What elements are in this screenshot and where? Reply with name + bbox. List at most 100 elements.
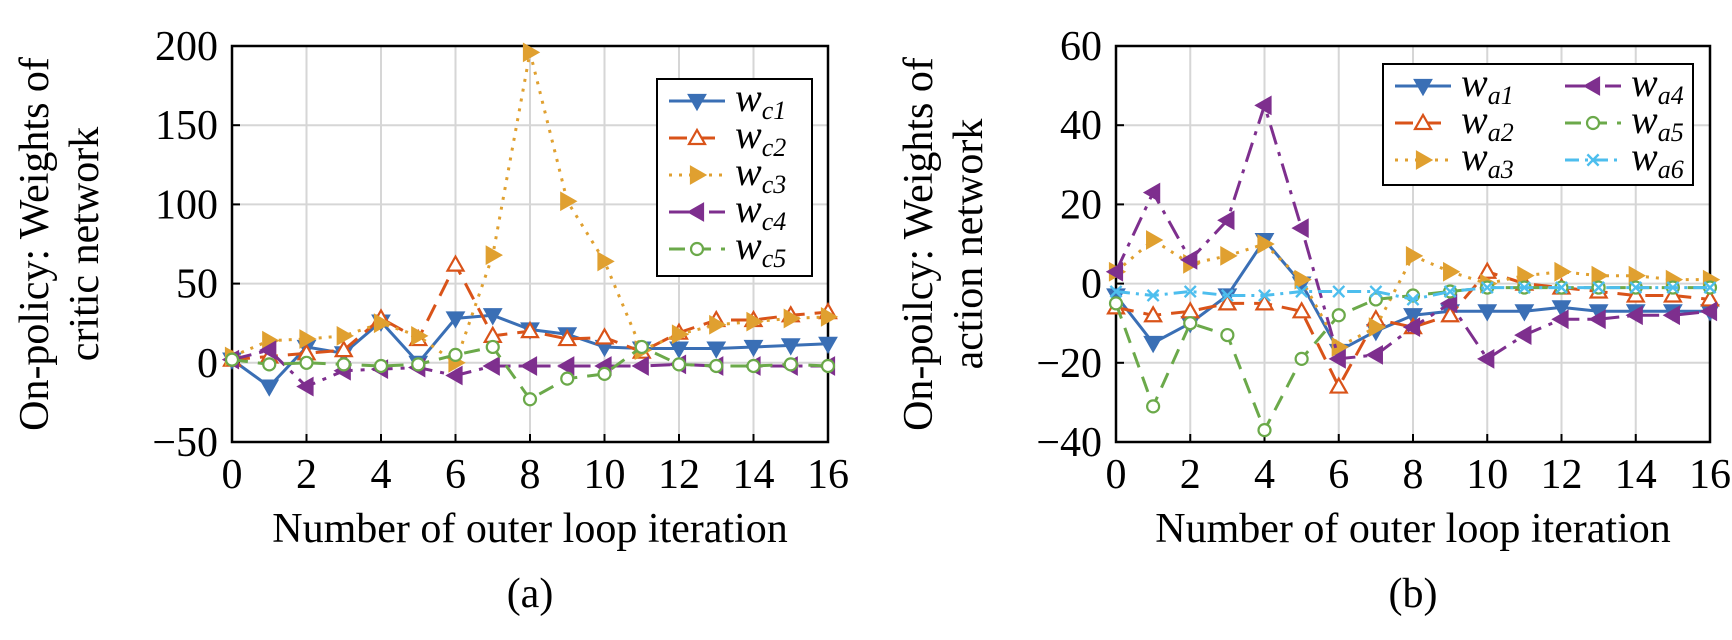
- data-point-a6: [1258, 289, 1271, 302]
- legend-label-a1: wa1: [1461, 60, 1514, 110]
- data-point-c2: [445, 254, 466, 272]
- data-point-c5: [709, 358, 724, 374]
- data-point-a4: [1328, 348, 1346, 369]
- data-point-c1: [445, 311, 466, 329]
- x-tick-label: 8: [520, 452, 541, 498]
- data-point-a3: [1554, 261, 1572, 282]
- data-point-a3: [1628, 265, 1646, 286]
- data-point-a6: [1666, 281, 1680, 295]
- data-point-a3: [1591, 265, 1609, 286]
- y-tick-label: 0: [1081, 262, 1102, 308]
- data-point-a3: [1405, 245, 1424, 266]
- legend-label-subscript: a3: [1488, 155, 1514, 184]
- data-point-c1: [669, 341, 689, 359]
- data-point-c5: [448, 347, 463, 362]
- series-line-c3: [231, 50, 829, 365]
- x-tick-label: 6: [445, 452, 466, 498]
- data-point-c4: [445, 365, 463, 386]
- data-point-a5: [1183, 316, 1198, 331]
- data-point-c4: [519, 356, 538, 376]
- series-w-c3: [224, 42, 839, 373]
- data-point-a4: [1217, 210, 1235, 231]
- data-point-a4: [1291, 218, 1309, 239]
- series-w-c5: [224, 339, 836, 407]
- data-point-a6: [1443, 285, 1457, 298]
- data-point-a6-stroke: [1480, 281, 1494, 295]
- data-point-c4: [296, 376, 314, 397]
- data-point-a3: [1331, 337, 1349, 357]
- data-point-c2: [557, 328, 578, 347]
- data-point-a4: [1180, 249, 1198, 270]
- data-point-c2: [333, 339, 354, 358]
- data-point-a6: [1295, 285, 1309, 298]
- legend-marker-a3: [1415, 150, 1434, 170]
- data-point-a4: [1625, 305, 1643, 326]
- legend-marker-c1: [687, 93, 707, 112]
- y-tick-label: 100: [155, 182, 218, 228]
- y-tick-label: −50: [152, 420, 218, 466]
- data-point-a2: [1328, 376, 1349, 394]
- x-tick-label: 14: [1615, 452, 1657, 498]
- legend-label-a6: wa6: [1631, 134, 1684, 184]
- data-point-a6-stroke: [1703, 281, 1717, 295]
- data-point-c3: [671, 324, 690, 345]
- x-tick-label: 8: [1403, 452, 1424, 498]
- data-point-a5: [1108, 296, 1124, 311]
- data-point-a2: [1254, 293, 1275, 311]
- data-point-a5: [1220, 327, 1235, 343]
- data-point-a6: [1332, 285, 1346, 298]
- data-point-c2: [594, 327, 615, 345]
- legend-label-main: w: [1461, 134, 1488, 179]
- legend-label-c5: wc5: [735, 223, 786, 273]
- data-point-a6: [1480, 281, 1494, 295]
- data-point-a3: [1368, 317, 1387, 338]
- data-point-c4: [631, 356, 649, 376]
- data-point-a6-stroke: [1183, 285, 1197, 298]
- x-tick-label: 4: [371, 452, 392, 498]
- data-point-a5: [1368, 292, 1383, 307]
- data-point-a1: [1514, 304, 1535, 322]
- data-point-c4: [482, 356, 500, 376]
- data-point-c5: [224, 352, 240, 367]
- y-axis-label-line2: critic network: [62, 127, 108, 361]
- data-point-a6: [1369, 285, 1383, 298]
- data-point-a4: [1142, 182, 1161, 203]
- x-tick-label: 0: [1106, 452, 1127, 498]
- data-point-c3: [560, 191, 578, 212]
- data-point-c5: [820, 358, 836, 374]
- data-point-c5: [262, 357, 277, 372]
- x-tick-label: 2: [1180, 452, 1201, 498]
- data-point-a6-stroke: [1369, 285, 1383, 298]
- legend-label-main: w: [735, 112, 762, 157]
- data-point-a6-stroke: [1220, 289, 1234, 302]
- data-point-c3: [597, 251, 615, 272]
- legend-label-main: w: [1631, 60, 1658, 105]
- y-tick-label: 20: [1060, 182, 1102, 228]
- y-tick-label: 150: [155, 103, 218, 149]
- data-point-a2: [1217, 293, 1238, 311]
- x-tick-label: 16: [807, 452, 849, 498]
- data-point-c1: [818, 336, 838, 355]
- data-point-a6-stroke: [1406, 292, 1420, 306]
- data-point-c3: [709, 314, 727, 335]
- y-tick-label: 0: [197, 341, 218, 387]
- legend-label-main: w: [735, 149, 762, 194]
- legend-label-subscript: a2: [1488, 118, 1514, 147]
- legend-marker-a1: [1413, 78, 1433, 97]
- legend-marker-c5: [689, 241, 705, 257]
- data-point-c5: [634, 339, 649, 355]
- data-point-a2: [1291, 301, 1312, 319]
- legend-marker-c4: [686, 202, 705, 222]
- data-point-a3: [1443, 261, 1461, 282]
- x-tick-label: 14: [733, 452, 775, 498]
- legend-marker-c3: [689, 165, 708, 185]
- x-tick-label: 4: [1254, 452, 1275, 498]
- data-point-a2: [1700, 289, 1720, 307]
- panel-subtitle: (b): [1389, 571, 1438, 617]
- legend-label-a5: wa5: [1631, 97, 1684, 147]
- legend-label-main: w: [1461, 97, 1488, 142]
- panel-b: 0 2 4 6 8 10 12 14 16 −40 −20 0 20 40 60 Number of oute…: [896, 24, 1731, 617]
- data-point-a4: [1551, 309, 1569, 330]
